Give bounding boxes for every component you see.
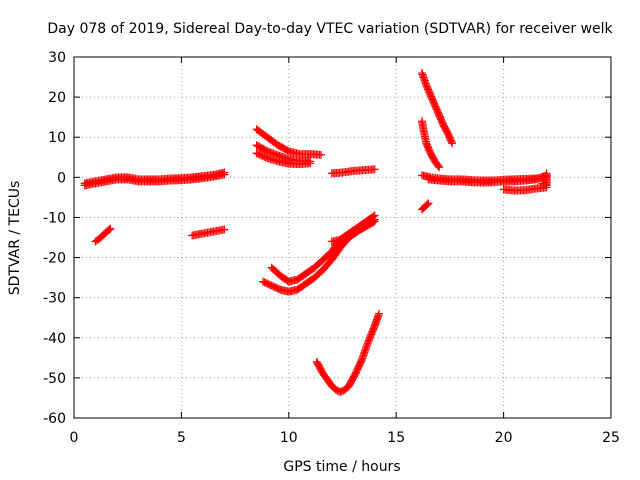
x-tick-label: 0 [70,430,79,446]
y-tick-label: 10 [48,130,66,146]
series-8 [267,211,379,286]
data-point-marker [435,163,444,172]
x-tick-label: 20 [495,430,513,446]
data-point-marker [424,199,433,208]
series-16 [424,171,551,187]
data-point-marker [423,200,432,209]
x-axis-title: GPS time / hours [283,459,400,475]
data-point-marker [434,162,443,171]
data-point-marker [220,168,229,177]
data-point-marker [370,217,379,226]
data-point-marker [448,139,457,148]
y-tick-label: -60 [43,411,66,427]
series-18 [538,169,551,190]
x-tick-label: 25 [602,430,620,446]
series-11 [312,309,384,396]
data-point-marker [447,137,456,146]
series-6 [252,149,315,169]
series-10 [327,217,379,246]
y-tick-label: -30 [43,291,66,307]
series-7 [327,165,379,178]
data-point-marker [105,225,114,234]
data-point-marker [542,169,551,178]
y-tick-label: 0 [57,170,66,186]
series-12 [417,69,457,148]
series-17 [499,183,551,195]
x-tick-label: 5 [177,430,186,446]
series-1 [80,168,229,188]
data-point-marker [220,225,229,234]
axis-ticks: 0 5 10 15 20 25 -60 -50 -40 -30 -20 -10 0 10 20 30 [43,50,620,446]
data-series [80,69,551,396]
y-tick-label: -50 [43,371,66,387]
grid-lines [74,57,611,418]
data-point-marker [106,224,115,233]
y-tick-label: -20 [43,251,66,267]
data-point-marker [306,159,315,168]
y-tick-label: 20 [48,90,66,106]
series-13 [417,117,444,172]
data-point-marker [317,150,326,159]
y-tick-label: -40 [43,331,66,347]
series-2 [91,224,115,246]
y-axis-title: SDTVAR / TECUs [7,181,23,296]
y-tick-label: 30 [48,50,66,66]
series-3 [188,225,229,240]
series-14 [417,199,433,214]
x-tick-label: 15 [387,430,405,446]
data-point-marker [369,218,378,227]
x-tick-label: 10 [280,430,298,446]
y-tick-label: -10 [43,210,66,226]
series-4 [252,125,326,159]
data-point-marker [375,309,384,318]
data-point-marker [370,165,379,174]
plot-frame [73,56,612,419]
chart-title: Day 078 of 2019, Sidereal Day-to-day VTE… [47,21,613,37]
